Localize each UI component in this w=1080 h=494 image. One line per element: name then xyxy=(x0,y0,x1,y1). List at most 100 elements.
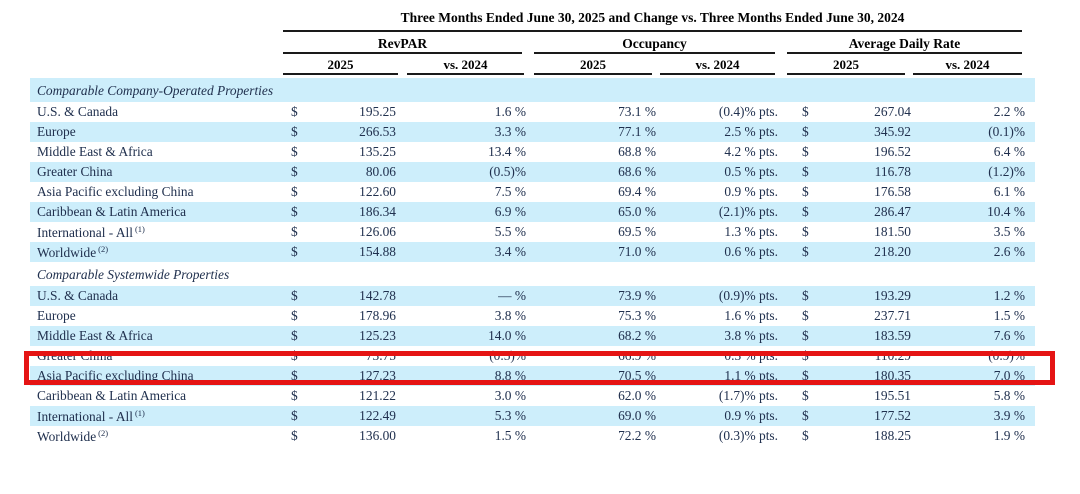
cell-occupancy-vs-2024: 0.9 % pts. xyxy=(724,184,778,199)
cell-adr-vs-2024: 2.2 % xyxy=(993,104,1025,119)
cell-adr-vs-2024: 10.4 % xyxy=(987,204,1025,219)
cell-revpar-2025: 125.23 xyxy=(359,328,396,343)
cell-adr-vs-2024: 7.0 % xyxy=(993,368,1025,383)
currency-symbol: $ xyxy=(291,408,298,423)
table-row: Asia Pacific excluding China $127.23 8.8 %… xyxy=(30,366,1035,386)
cell-revpar-vs-2024: 13.4 % xyxy=(488,144,526,159)
cell-adr-vs-2024: (1.2)% xyxy=(988,164,1025,179)
cell-adr-vs-2024: 1.9 % xyxy=(993,428,1025,443)
footnote-marker: (1) xyxy=(134,223,145,234)
cell-adr-2025: 110.29 xyxy=(874,348,911,363)
row-label: Europe xyxy=(30,308,283,324)
cell-occupancy-2025: 68.6 % xyxy=(618,164,656,179)
currency-symbol: $ xyxy=(291,328,298,343)
row-label: U.S. & Canada xyxy=(30,104,283,120)
cell-occupancy-vs-2024: (1.7)% pts. xyxy=(718,388,778,403)
row-label: International - All (1) xyxy=(30,408,283,425)
cell-adr-vs-2024: 3.5 % xyxy=(993,224,1025,239)
table-header: Three Months Ended June 30, 2025 and Cha… xyxy=(0,4,1080,78)
currency-symbol: $ xyxy=(291,368,298,383)
header-rule xyxy=(913,73,1022,75)
cell-occupancy-vs-2024: 3.8 % pts. xyxy=(724,328,778,343)
row-label: International - All (1) xyxy=(30,224,283,241)
currency-symbol: $ xyxy=(802,164,809,179)
cell-revpar-2025: 135.25 xyxy=(359,144,396,159)
cell-occupancy-2025: 77.1 % xyxy=(618,124,656,139)
table-row: Middle East & Africa $135.25 13.4 % 68.8 % 4… xyxy=(30,142,1035,162)
cell-occupancy-2025: 69.0 % xyxy=(618,408,656,423)
table-body: Comparable Company-Operated Properties U.… xyxy=(30,78,1035,446)
cell-adr-vs-2024: 5.8 % xyxy=(993,388,1025,403)
row-label-text: Asia Pacific excluding China xyxy=(37,368,194,383)
row-label: Caribbean & Latin America xyxy=(30,204,283,220)
cell-adr-2025: 218.20 xyxy=(874,244,911,259)
cell-revpar-2025: 266.53 xyxy=(359,124,396,139)
cell-revpar-vs-2024: 5.3 % xyxy=(494,408,526,423)
table-row: Greater China $80.06 (0.5)% 68.6 % 0.5 % pts… xyxy=(30,162,1035,182)
header-rule xyxy=(534,73,652,75)
col-revpar-2025: 2025 xyxy=(327,57,354,72)
row-label-text: Middle East & Africa xyxy=(37,144,153,159)
section-title: Comparable Systemwide Properties xyxy=(37,266,230,282)
row-label: Europe xyxy=(30,124,283,140)
cell-adr-2025: 181.50 xyxy=(874,224,911,239)
cell-adr-vs-2024: (0.9)% xyxy=(988,348,1025,363)
cell-occupancy-2025: 71.0 % xyxy=(618,244,656,259)
currency-symbol: $ xyxy=(802,184,809,199)
table-title: Three Months Ended June 30, 2025 and Cha… xyxy=(400,10,905,25)
cell-revpar-vs-2024: 3.4 % xyxy=(494,244,526,259)
cell-adr-2025: 195.51 xyxy=(874,388,911,403)
table-row: Asia Pacific excluding China $122.60 7.5 %… xyxy=(30,182,1035,202)
header-rule xyxy=(787,73,905,75)
header-rule xyxy=(283,52,522,54)
cell-revpar-vs-2024: (0.5)% xyxy=(489,348,526,363)
cell-occupancy-2025: 68.2 % xyxy=(618,328,656,343)
cell-revpar-2025: 121.22 xyxy=(359,388,396,403)
row-label-text: Caribbean & Latin America xyxy=(37,388,187,403)
currency-symbol: $ xyxy=(291,288,298,303)
currency-symbol: $ xyxy=(802,124,809,139)
row-label: U.S. & Canada xyxy=(30,288,283,304)
cell-adr-vs-2024: 6.1 % xyxy=(993,184,1025,199)
cell-revpar-2025: 73.75 xyxy=(365,348,396,363)
row-label-text: Middle East & Africa xyxy=(37,328,153,343)
cell-occupancy-vs-2024: 0.3 % pts. xyxy=(724,348,778,363)
col-occupancy-2025: 2025 xyxy=(580,57,606,72)
cell-adr-2025: 188.25 xyxy=(874,428,911,443)
cell-occupancy-2025: 68.8 % xyxy=(618,144,656,159)
col-occupancy-vs-2024: vs. 2024 xyxy=(695,57,740,72)
currency-symbol: $ xyxy=(802,104,809,119)
cell-adr-2025: 345.92 xyxy=(874,124,911,139)
currency-symbol: $ xyxy=(291,388,298,403)
cell-occupancy-2025: 75.3 % xyxy=(618,308,656,323)
row-label: Worldwide (2) xyxy=(30,244,283,261)
header-rule xyxy=(283,30,1022,32)
col-revpar-vs-2024: vs. 2024 xyxy=(443,57,488,72)
currency-symbol: $ xyxy=(291,204,298,219)
section-header-row: Comparable Systemwide Properties xyxy=(30,262,1035,286)
row-label: Worldwide (2) xyxy=(30,428,283,445)
cell-occupancy-2025: 65.0 % xyxy=(618,204,656,219)
cell-adr-vs-2024: 1.2 % xyxy=(993,288,1025,303)
cell-revpar-vs-2024: 3.8 % xyxy=(494,308,526,323)
currency-symbol: $ xyxy=(802,308,809,323)
cell-revpar-2025: 126.06 xyxy=(359,224,396,239)
row-label: Greater China xyxy=(30,348,283,364)
table-row: Europe $266.53 3.3 % 77.1 % 2.5 % pts. $345.9… xyxy=(30,122,1035,142)
currency-symbol: $ xyxy=(291,184,298,199)
row-label-text: Asia Pacific excluding China xyxy=(37,184,194,199)
cell-adr-2025: 183.59 xyxy=(874,328,911,343)
cell-revpar-vs-2024: 3.3 % xyxy=(494,124,526,139)
currency-symbol: $ xyxy=(291,308,298,323)
cell-revpar-vs-2024: 3.0 % xyxy=(494,388,526,403)
currency-symbol: $ xyxy=(802,408,809,423)
cell-revpar-vs-2024: 8.8 % xyxy=(494,368,526,383)
cell-occupancy-vs-2024: 0.9 % pts. xyxy=(724,408,778,423)
cell-revpar-vs-2024: 7.5 % xyxy=(494,184,526,199)
cell-revpar-2025: 127.23 xyxy=(359,368,396,383)
cell-occupancy-2025: 73.1 % xyxy=(618,104,656,119)
col-adr-vs-2024: vs. 2024 xyxy=(945,57,990,72)
cell-revpar-vs-2024: 14.0 % xyxy=(488,328,526,343)
row-label-text: Worldwide xyxy=(37,428,97,444)
currency-symbol: $ xyxy=(802,204,809,219)
